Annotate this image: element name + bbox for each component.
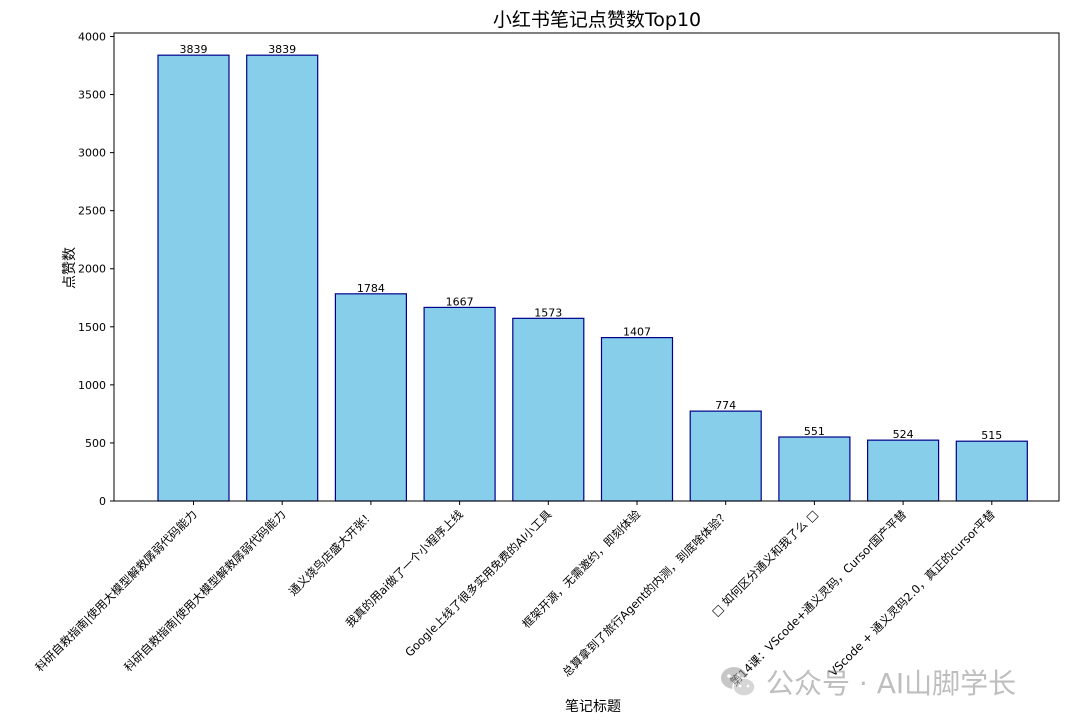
x-tick-label: 通义烧鸟店盛大开张！ — [286, 507, 377, 598]
x-tick-label: Google上线了很多实用免费的AI小工具 — [402, 507, 555, 660]
wechat-logo-icon — [721, 667, 756, 697]
y-tick-label: 500 — [85, 437, 106, 450]
watermark: 公众号 · AI山脚学长 — [718, 660, 1058, 704]
bar — [423, 306, 496, 502]
bar-value-label: 1784 — [357, 282, 385, 295]
bar — [157, 54, 230, 502]
x-tick-label: 科研自救指南|使用大模型解救孱弱代码能力 — [32, 507, 199, 674]
y-tick-label: 0 — [99, 495, 106, 508]
y-tick-label: 1000 — [78, 379, 106, 392]
bar — [246, 54, 319, 502]
bar-value-label: 1667 — [446, 295, 474, 308]
y-axis-ticks: 0 500 1000 1500 2000 2500 3000 3500 4000 — [78, 30, 114, 508]
x-axis-label: 笔记标题 — [565, 699, 621, 715]
y-tick-label: 2000 — [78, 263, 106, 276]
y-tick-label: 2500 — [78, 205, 106, 218]
x-tick-label: 总算拿到了旅行Agent的内测，到底啥体验？ — [560, 507, 732, 679]
chart-title: 小红书笔记点赞数Top10 — [493, 9, 701, 31]
x-tick-label: 科研自救指南|使用大模型解救孱弱代码能力 — [121, 507, 288, 674]
y-axis-label: 点赞数 — [62, 247, 78, 289]
bar — [512, 317, 585, 502]
bar-value-label: 524 — [893, 428, 914, 441]
bar — [778, 436, 851, 502]
bar — [955, 440, 1028, 502]
y-tick-label: 1500 — [78, 321, 106, 334]
bar — [334, 293, 407, 502]
bar-value-label: 1573 — [534, 306, 562, 319]
y-tick-label: 3500 — [78, 89, 106, 102]
bar-value-label: 774 — [715, 399, 736, 412]
y-tick-label: 4000 — [78, 30, 106, 43]
bar-value-label: 3839 — [180, 43, 208, 56]
plot-frame — [113, 32, 1060, 502]
bar-value-label: 1407 — [623, 326, 651, 339]
bars-group — [157, 54, 1028, 502]
bar-value-label: 3839 — [268, 43, 296, 56]
y-tick-label: 3000 — [78, 147, 106, 160]
bar — [600, 337, 674, 502]
bar — [866, 439, 940, 502]
bar-value-label: 551 — [804, 425, 825, 438]
bar — [689, 410, 762, 502]
bar-value-label: 515 — [981, 429, 1002, 442]
watermark-text: 公众号 · AI山脚学长 — [766, 667, 1017, 700]
x-tick-label: VScode + 通义灵码2.0，真正的cursor平替 — [826, 507, 998, 679]
value-labels-group: 3839 3839 1784 1667 1573 1407 774 551 524 515 — [180, 43, 1003, 442]
